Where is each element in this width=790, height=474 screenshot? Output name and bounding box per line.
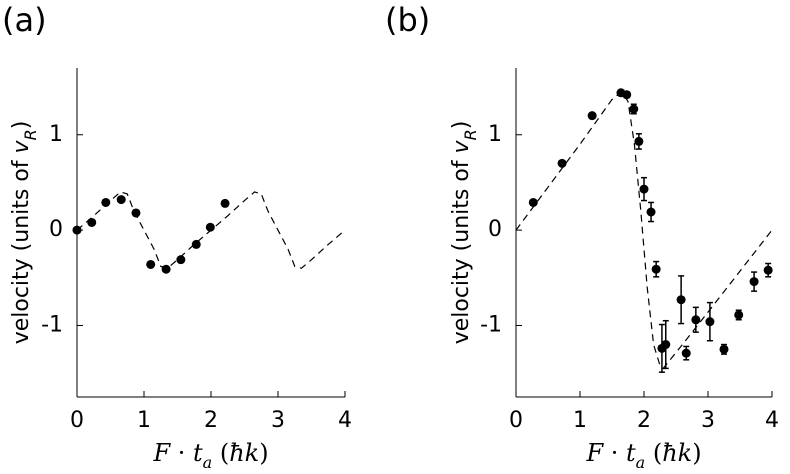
y-tick-label: 1	[488, 122, 502, 147]
x-tick-label: 3	[701, 408, 715, 433]
panel-label: (a)	[2, 1, 47, 39]
y-axis-label-part: )	[449, 121, 474, 130]
data-point	[639, 184, 649, 194]
data-point	[87, 217, 97, 227]
data-point	[763, 265, 773, 275]
x-axis-label-part: ·	[603, 439, 626, 467]
data-point	[116, 195, 126, 205]
x-tick-label: 2	[637, 408, 651, 433]
x-axis-label-part: (	[212, 439, 229, 467]
data-point	[220, 198, 230, 208]
data-point	[131, 208, 141, 218]
y-tick-label: 0	[488, 217, 502, 242]
theory-curve	[515, 90, 773, 370]
data-point	[587, 111, 597, 121]
x-axis-label: F · ta (ħk)	[152, 439, 268, 471]
x-axis-label-part: ħk	[229, 439, 259, 467]
y-axis-label-part: v	[449, 139, 474, 153]
x-tick-label: 4	[338, 408, 352, 433]
data-point	[651, 264, 661, 274]
y-axis-label-part: R	[461, 129, 480, 140]
y-axis-label-part: R	[21, 129, 40, 140]
y-tick-label: 1	[49, 122, 63, 147]
data-point	[176, 255, 186, 265]
x-axis-label-part: t	[193, 439, 203, 467]
y-axis-label-part: velocity (units of	[9, 153, 34, 344]
data-point	[622, 90, 632, 100]
data-point	[691, 315, 701, 325]
data-point	[646, 207, 656, 217]
x-axis-label-part: a	[203, 453, 213, 470]
data-point	[161, 264, 171, 274]
x-tick-label: 3	[271, 408, 285, 433]
x-axis-label-part: ·	[170, 439, 193, 467]
x-axis-label-part: F	[585, 439, 604, 467]
data-point	[205, 222, 215, 232]
panel-label: (b)	[385, 1, 430, 39]
data-point	[528, 197, 538, 207]
x-tick-label: 2	[204, 408, 218, 433]
x-tick-label: 1	[573, 408, 587, 433]
data-point	[629, 104, 639, 114]
x-axis-label-part: (	[645, 439, 662, 467]
data-point	[749, 277, 759, 287]
y-axis-label-part: v	[9, 139, 34, 153]
x-axis-label-part: t	[626, 439, 636, 467]
data-point	[661, 340, 671, 350]
x-axis-label-part: )	[259, 439, 268, 467]
x-axis-label-part: F	[152, 439, 171, 467]
x-tick-label: 4	[765, 408, 779, 433]
y-tick-label: -1	[480, 312, 502, 337]
data-point	[705, 317, 715, 327]
y-axis-label: velocity (units of vR)	[9, 121, 40, 345]
x-tick-label: 1	[137, 408, 151, 433]
data-point	[191, 239, 201, 249]
x-axis-label-part: ħk	[662, 439, 692, 467]
data-point	[681, 348, 691, 358]
x-axis-label: F · ta (ħk)	[585, 439, 701, 471]
data-point	[734, 310, 744, 320]
y-axis-label-part: velocity (units of	[449, 153, 474, 344]
x-tick-label: 0	[509, 408, 523, 433]
y-tick-label: 0	[49, 217, 63, 242]
data-point	[72, 225, 82, 235]
data-point	[557, 158, 567, 168]
x-tick-label: 0	[70, 408, 84, 433]
data-point	[676, 295, 686, 305]
y-axis-label: velocity (units of vR)	[449, 121, 480, 345]
y-axis-label-part: )	[9, 121, 34, 130]
data-point	[146, 259, 156, 269]
data-point	[719, 344, 729, 354]
data-point	[101, 197, 111, 207]
x-axis-label-part: a	[636, 453, 646, 470]
x-axis-label-part: )	[692, 439, 701, 467]
data-point	[634, 136, 644, 146]
y-tick-label: -1	[41, 312, 63, 337]
